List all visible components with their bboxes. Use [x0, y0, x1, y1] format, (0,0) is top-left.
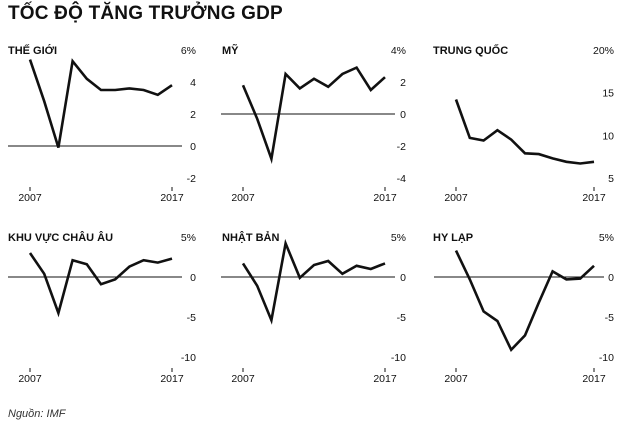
chart-panel: NHẬT BẢN -10 -5 0 5% 2007 2017 — [221, 231, 406, 385]
y-tick-label: -2 — [397, 141, 406, 153]
series-line — [28, 252, 173, 318]
x-tick-label: 2007 — [231, 373, 255, 385]
panel-title: THẾ GIỚI — [8, 44, 57, 57]
y-tick-label: -10 — [181, 352, 196, 364]
y-tick-label: 10 — [602, 130, 614, 142]
y-tick-label: 2 — [190, 109, 196, 121]
x-tick-label: 2017 — [582, 192, 606, 204]
y-tick-label: 15 — [602, 88, 614, 100]
y-tick-label: 6% — [181, 45, 196, 57]
y-tick-label: 0 — [400, 109, 406, 121]
x-tick-label: 2017 — [582, 373, 606, 385]
y-tick-label: 2 — [400, 77, 406, 89]
y-tick-label: 0 — [190, 272, 196, 284]
y-tick-label: 4 — [190, 77, 196, 89]
page-title: TỐC ĐỘ TĂNG TRƯỞNG GDP — [8, 3, 283, 24]
panel-title: NHẬT BẢN — [222, 231, 279, 244]
y-tick-label: -4 — [397, 173, 406, 185]
chart-panel: TRUNG QUỐC 5 10 15 20% 2007 2017 — [433, 43, 614, 204]
x-tick-label: 2007 — [444, 373, 468, 385]
chart-panel: KHU VỰC CHÂU ÂU -10 -5 0 5% 2007 2017 — [8, 231, 196, 385]
y-tick-label: -5 — [605, 312, 614, 324]
series-line — [454, 99, 595, 165]
chart-panel: THẾ GIỚI -2 0 2 4 6% 2007 2017 — [8, 44, 196, 204]
y-tick-label: -5 — [397, 312, 406, 324]
y-tick-label: 20% — [593, 45, 614, 57]
series-line — [241, 238, 386, 325]
source-note: Nguồn: IMF — [8, 408, 66, 420]
y-tick-label: 5% — [181, 232, 196, 244]
y-tick-label: -10 — [599, 352, 614, 364]
x-tick-label: 2017 — [160, 192, 184, 204]
panel-title: HY LẠP — [433, 232, 473, 244]
series-line — [28, 58, 173, 148]
y-tick-label: -10 — [391, 352, 406, 364]
x-tick-label: 2017 — [160, 373, 184, 385]
y-tick-label: 5% — [599, 232, 614, 244]
chart-panel: MỸ -4 -2 0 2 4% 2007 2017 — [221, 44, 406, 204]
y-tick-label: -2 — [187, 173, 196, 185]
series-line — [454, 250, 595, 353]
y-tick-label: 5 — [608, 173, 614, 185]
y-tick-label: -5 — [187, 312, 196, 324]
x-tick-label: 2007 — [444, 192, 468, 204]
y-tick-label: 0 — [400, 272, 406, 284]
x-tick-label: 2007 — [18, 373, 42, 385]
x-tick-label: 2017 — [373, 192, 397, 204]
y-tick-label: 0 — [190, 141, 196, 153]
y-tick-label: 0 — [608, 272, 614, 284]
series-line — [241, 65, 386, 164]
x-tick-label: 2007 — [231, 192, 255, 204]
chart-panel: HY LẠP -10 -5 0 5% 2007 2017 — [433, 232, 614, 385]
y-tick-label: 4% — [391, 45, 406, 57]
x-tick-label: 2007 — [18, 192, 42, 204]
panel-title: KHU VỰC CHÂU ÂU — [8, 231, 113, 244]
x-tick-label: 2017 — [373, 373, 397, 385]
panel-title: TRUNG QUỐC — [433, 43, 508, 57]
y-tick-label: 5% — [391, 232, 406, 244]
panel-title: MỸ — [222, 44, 239, 57]
